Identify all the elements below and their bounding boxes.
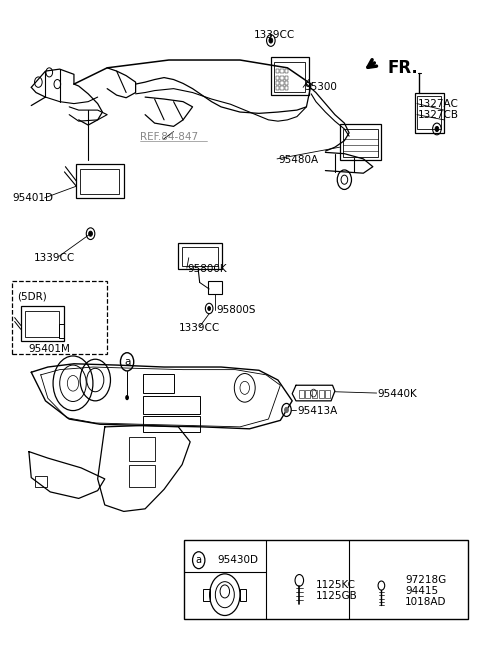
Text: 1125GB: 1125GB [316,591,358,601]
Bar [35,476,47,487]
Bar [208,281,222,293]
Text: 1327CB: 1327CB [418,110,459,119]
Bar [143,416,200,432]
Bar [12,281,107,354]
Bar [274,62,305,92]
Bar [129,464,155,487]
Bar [280,86,284,90]
Text: a: a [124,357,130,367]
Text: FR.: FR. [387,59,418,77]
Bar [325,390,330,398]
Text: 1018AD: 1018AD [405,597,446,607]
Circle shape [125,395,129,400]
Bar [280,81,284,85]
Text: 1327AC: 1327AC [418,98,459,109]
Bar [285,75,288,79]
Text: 95300: 95300 [304,83,337,92]
Bar [271,58,309,95]
Bar [181,247,218,266]
Text: 95401M: 95401M [29,344,71,354]
Bar [285,86,288,90]
Bar [285,81,288,85]
Text: 95430D: 95430D [217,555,258,565]
Bar [143,396,200,414]
Text: 95440K: 95440K [378,390,417,400]
Text: (5DR): (5DR) [17,292,47,302]
Text: 95800S: 95800S [216,306,256,316]
Bar [143,373,174,393]
Bar [319,390,324,398]
Bar [179,243,222,270]
Text: 1339CC: 1339CC [254,30,296,40]
Bar [276,69,279,73]
Bar [305,390,310,398]
Bar [21,306,63,341]
Text: a: a [196,555,202,565]
Bar [280,69,284,73]
Bar [129,437,155,461]
Bar [312,390,317,398]
Bar [285,69,288,73]
Bar [204,590,210,601]
Text: 1339CC: 1339CC [34,253,75,263]
Bar [24,311,59,337]
Bar [80,169,119,194]
Bar [418,96,441,129]
Bar [340,125,382,160]
Text: REF.84-847: REF.84-847 [140,133,199,142]
Text: 94415: 94415 [405,586,438,596]
Text: 95401D: 95401D [12,193,53,203]
Bar [299,390,303,398]
Text: 97218G: 97218G [405,575,446,584]
Bar [276,86,279,90]
Bar [276,81,279,85]
Text: 95800K: 95800K [188,264,228,274]
Bar [240,590,246,601]
Circle shape [208,306,211,310]
Bar [276,75,279,79]
Circle shape [269,38,273,43]
Bar [280,75,284,79]
Bar [59,324,64,338]
Text: 95480A: 95480A [278,155,318,165]
Text: 95413A: 95413A [297,406,337,417]
Bar [343,129,378,157]
Text: 1339CC: 1339CC [179,323,219,333]
Circle shape [89,231,93,236]
Text: 1125KC: 1125KC [316,580,356,590]
Bar [76,164,124,198]
Circle shape [435,127,439,132]
Bar [184,540,468,619]
Circle shape [285,407,288,413]
Bar [415,92,444,133]
